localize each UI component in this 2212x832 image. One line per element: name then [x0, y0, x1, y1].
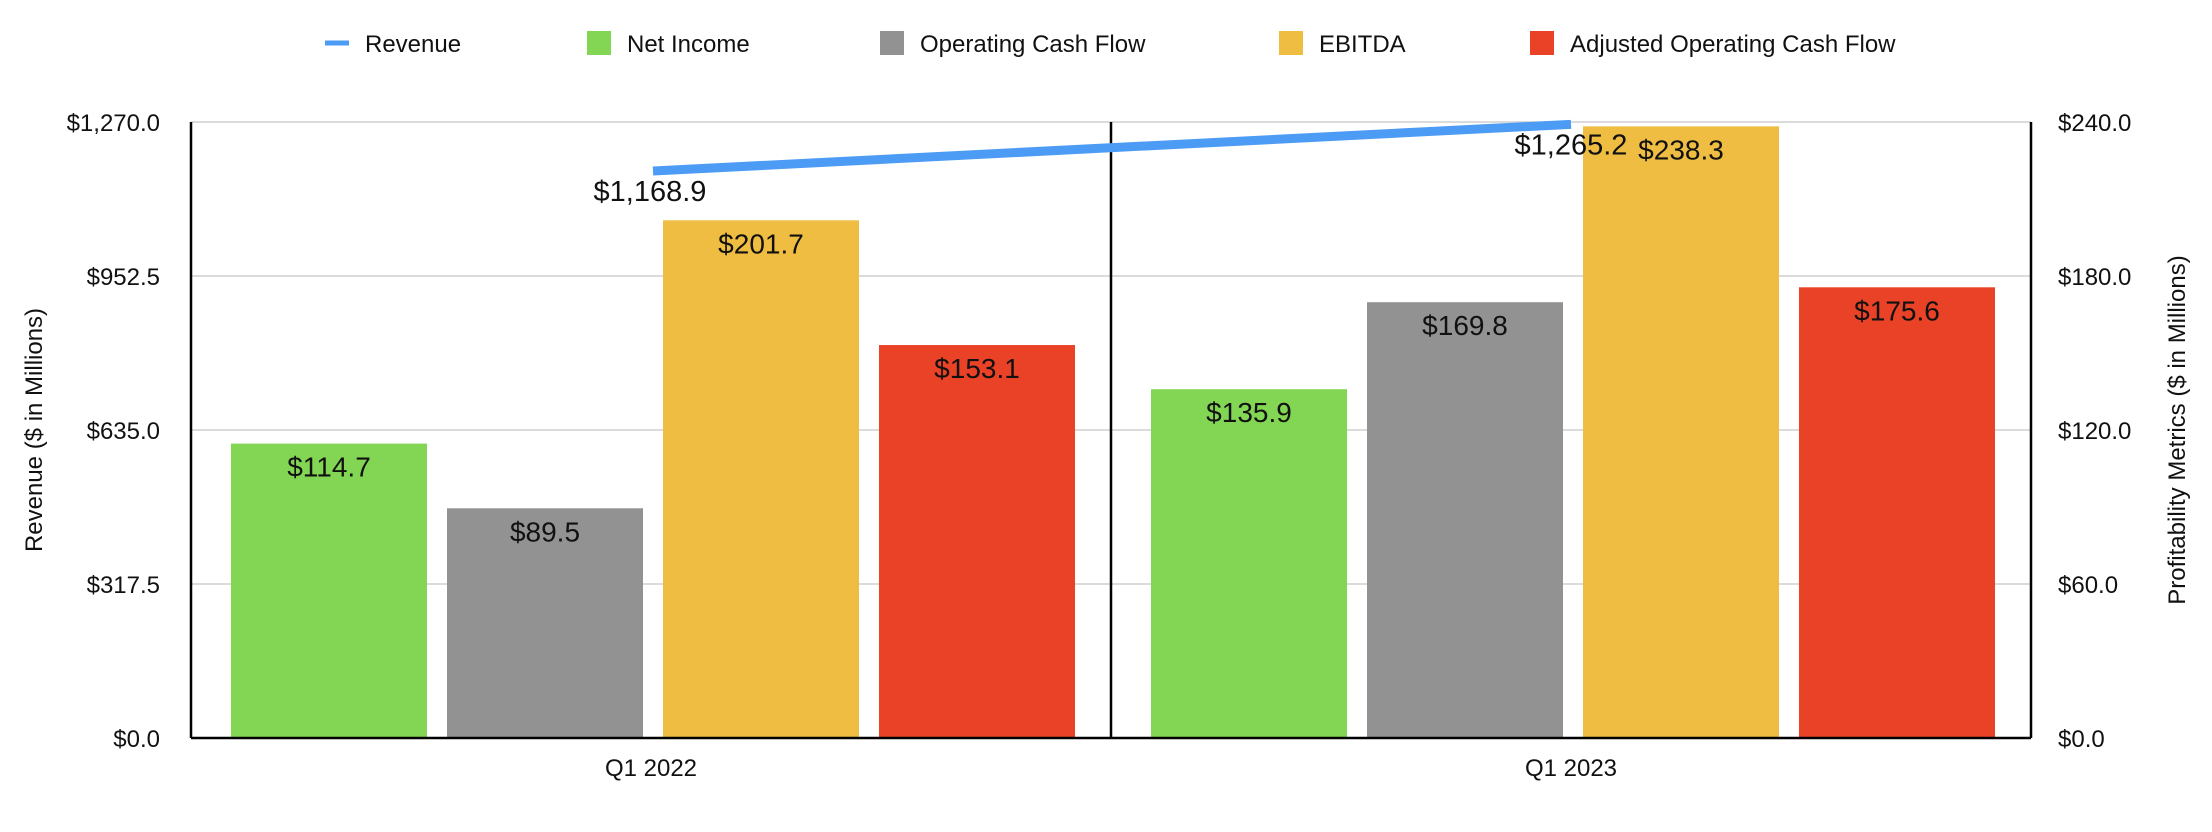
bar-data-label: $169.8 — [1422, 310, 1508, 341]
y-left-tick-label: $0.0 — [113, 726, 160, 753]
y-left-tick-label: $635.0 — [87, 418, 160, 445]
y-right-tick-label: $0.0 — [2058, 726, 2105, 753]
x-tick-label: Q1 2022 — [605, 755, 697, 782]
line-data-label: $1,265.2 — [1515, 129, 1628, 161]
legend-label: Adjusted Operating Cash Flow — [1570, 31, 1896, 58]
legend-label: Revenue — [365, 31, 461, 58]
y-right-axis-title: Profitability Metrics ($ in Millions) — [2164, 255, 2191, 604]
legend-label: EBITDA — [1319, 31, 1406, 58]
bar-data-label: $89.5 — [510, 516, 580, 547]
bar — [1151, 389, 1347, 738]
legend-swatch — [880, 31, 904, 55]
y-left-tick-label: $1,270.0 — [67, 110, 160, 137]
y-left-tick-label: $952.5 — [87, 264, 160, 291]
x-tick-label: Q1 2023 — [1525, 755, 1617, 782]
y-right-tick-label: $180.0 — [2058, 264, 2131, 291]
y-right-tick-label: $240.0 — [2058, 110, 2131, 137]
y-right-tick-label: $120.0 — [2058, 418, 2131, 445]
bar-data-label: $135.9 — [1206, 397, 1292, 428]
legend-swatch — [1530, 31, 1554, 55]
bar — [1367, 302, 1563, 738]
bar — [447, 508, 643, 738]
bar-data-label: $238.3 — [1638, 134, 1724, 165]
y-left-axis-title: Revenue ($ in Millions) — [21, 308, 48, 552]
bar — [1583, 126, 1779, 738]
y-right-tick-label: $60.0 — [2058, 572, 2118, 599]
bar — [231, 443, 427, 738]
bar-data-label: $153.1 — [934, 353, 1020, 384]
line-data-label: $1,168.9 — [594, 176, 707, 208]
legend-label: Net Income — [627, 31, 750, 58]
bar-data-label: $201.7 — [718, 228, 804, 259]
bar-data-label: $114.7 — [287, 452, 371, 483]
legend-swatch — [587, 31, 611, 55]
bar — [1799, 287, 1995, 738]
bar-data-label: $175.6 — [1854, 295, 1940, 326]
bar — [663, 220, 859, 738]
legend-label: Operating Cash Flow — [920, 31, 1146, 58]
legend-swatch — [1279, 31, 1303, 55]
y-left-tick-label: $317.5 — [87, 572, 160, 599]
bar — [879, 345, 1075, 738]
revenue-line — [652, 119, 1572, 176]
